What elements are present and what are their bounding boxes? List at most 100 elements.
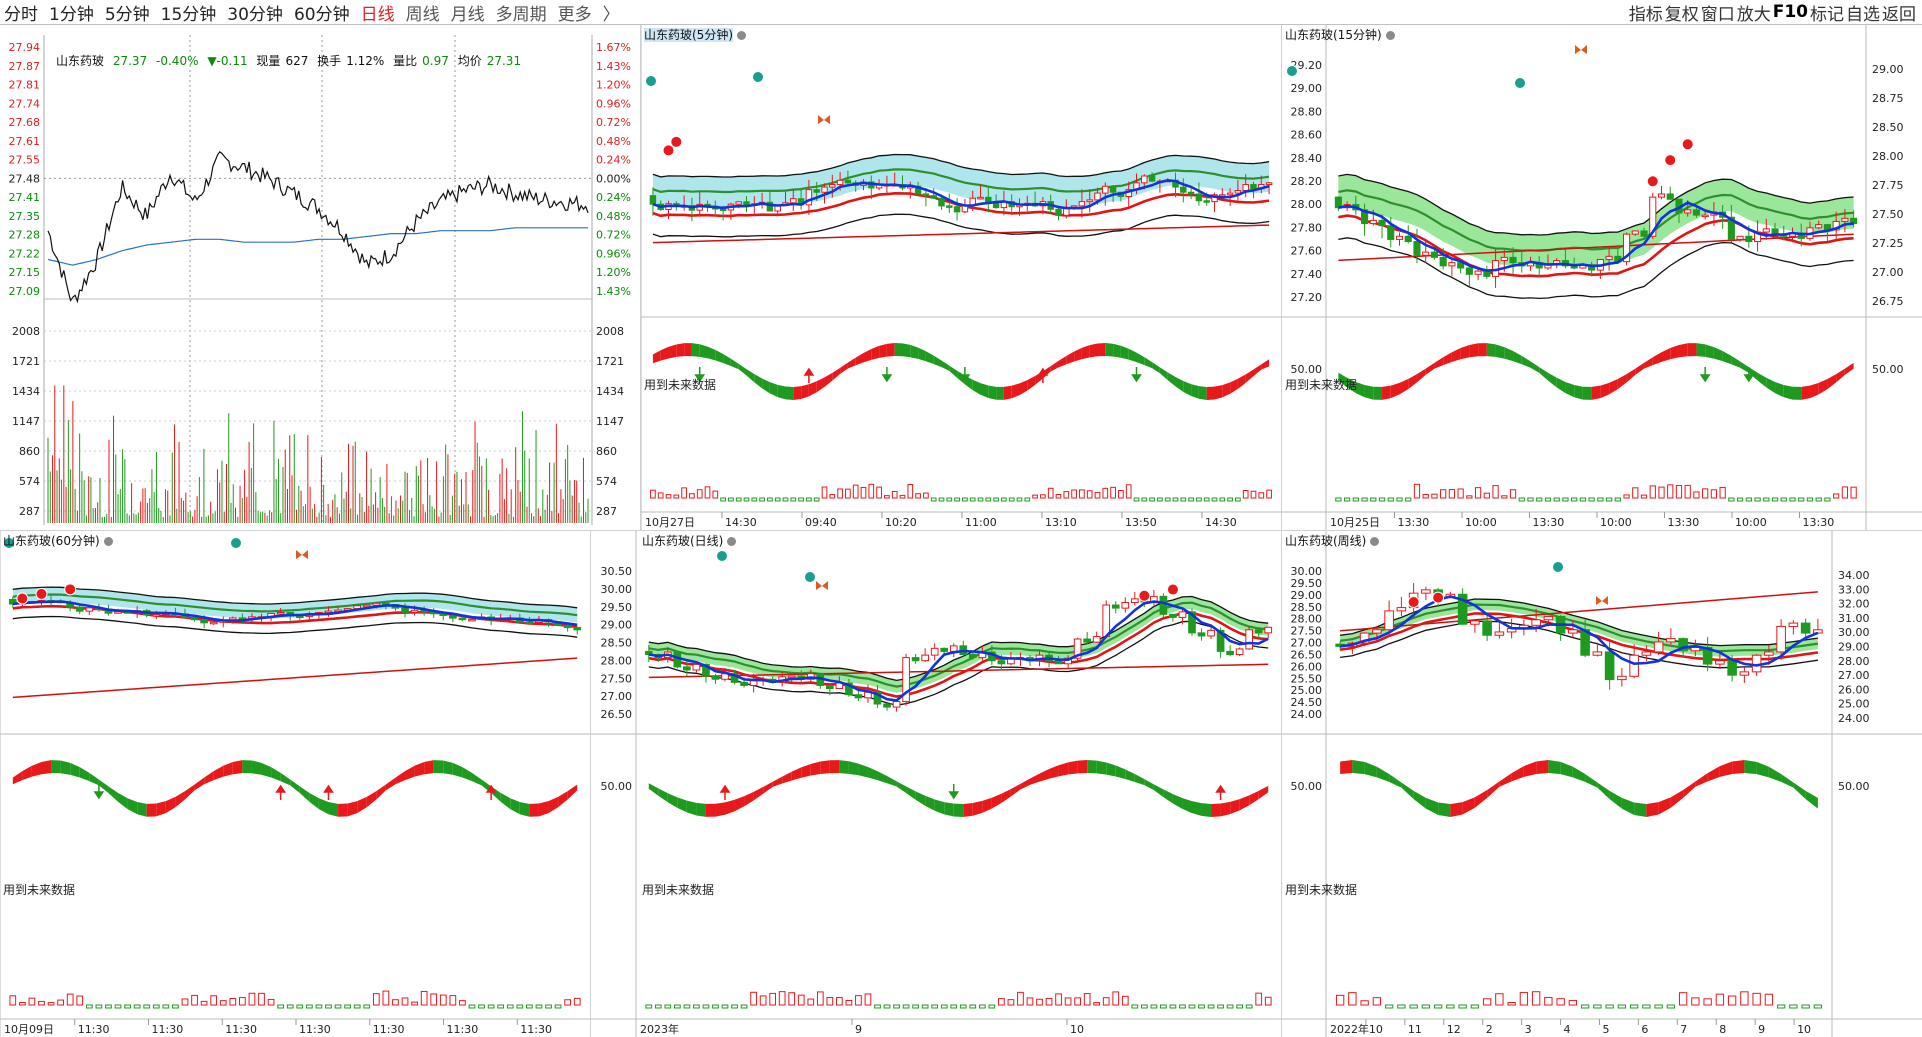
x-tick: 10月09日 <box>4 1023 54 1036</box>
tab-1[interactable]: 1分钟 <box>49 4 94 25</box>
osc-ribbon <box>658 788 668 803</box>
osc-ribbon <box>1450 802 1463 817</box>
osc-ribbon <box>1058 355 1067 368</box>
osc-bar <box>1093 1002 1101 1006</box>
osc-ribbon <box>738 363 747 376</box>
settings-dot-icon[interactable] <box>103 537 113 546</box>
osc-bar <box>673 494 680 499</box>
tool-1[interactable]: 复权 <box>1664 4 1699 25</box>
panel-60min[interactable]: 10月09日 11:30 11:30 11:30 11:30 11:30 11:30 11:3… <box>0 531 591 1037</box>
x-tick: 13:30 <box>1398 516 1430 529</box>
tool-2[interactable]: 窗口 <box>1700 4 1735 25</box>
pct-tick: 1.20% <box>596 79 631 92</box>
candle-body <box>1073 638 1082 659</box>
y-tick-right: 27.00 <box>1838 669 1870 682</box>
band-fill <box>1338 174 1854 267</box>
x-tick: 8 <box>1719 1023 1726 1036</box>
osc-ribbon <box>1443 352 1452 366</box>
tab-8[interactable]: 月线 <box>450 4 485 25</box>
settings-dot-icon[interactable] <box>1385 31 1395 40</box>
last-price: 27.37 <box>112 54 148 68</box>
more-chevron-icon[interactable]: 〉 <box>602 4 620 25</box>
osc-bar <box>172 1004 179 1009</box>
osc-ribbon <box>1548 760 1561 775</box>
candle-body <box>1083 638 1091 643</box>
candle-body <box>1092 636 1101 643</box>
osc-bar <box>239 997 246 1006</box>
settings-dot-icon[interactable] <box>1370 537 1380 546</box>
tab-5[interactable]: 60分钟 <box>293 4 350 25</box>
candle-body <box>930 647 939 656</box>
osc-bar <box>1605 1004 1614 1009</box>
osc-ribbon <box>156 801 166 817</box>
osc-ribbon <box>500 792 511 810</box>
tab-4[interactable]: 30分钟 <box>227 4 283 25</box>
tab-2[interactable]: 5分钟 <box>104 4 150 25</box>
candle-body <box>1653 641 1664 653</box>
osc-bar <box>1102 997 1110 1006</box>
osc-ribbon <box>1469 343 1479 358</box>
y-tick-right: 26.00 <box>1838 683 1870 696</box>
panel-15min[interactable]: 29.20 29.00 28.80 28.60 28.40 28.20 28.00 27.80… <box>1282 25 1922 531</box>
price-change: ▼-0.11 <box>207 54 248 68</box>
panel-5min[interactable]: 10月27日 14:30 09:40 10:20 11:00 13:10 13:50 14:3… <box>641 25 1282 531</box>
tab-9[interactable]: 多周期 <box>495 4 547 25</box>
vol-tick: 860 <box>596 445 617 458</box>
tool-0[interactable]: 指标 <box>1628 4 1663 25</box>
osc-tick: 50.00 <box>1291 363 1323 376</box>
tool-4[interactable]: F10 <box>1772 2 1808 22</box>
osc-bar <box>1752 992 1761 1006</box>
tab-7[interactable]: 周线 <box>405 4 440 25</box>
pct-tick: 1.20% <box>596 266 631 279</box>
candle-body <box>1470 620 1480 625</box>
tab-0[interactable]: 分时 <box>4 4 38 25</box>
panel-weekly[interactable]: 30.00 29.50 29.00 28.50 28.00 27.50 27.00 26.50… <box>1282 531 1922 1037</box>
future-data-label: 用到未来数据 <box>644 378 717 392</box>
osc-ribbon <box>1748 367 1758 381</box>
y-tick-right: 31.00 <box>1838 612 1870 625</box>
settings-dot-icon[interactable] <box>737 31 746 40</box>
osc-bar <box>665 494 672 499</box>
osc-bar <box>681 487 687 499</box>
tab-10[interactable]: 更多 <box>557 4 592 25</box>
panel-daily[interactable]: 30.50 30.00 29.50 29.00 28.50 28.00 27.50 27.00… <box>591 531 1282 1037</box>
osc-bar <box>1083 993 1091 1006</box>
candle-body <box>1102 185 1109 194</box>
osc-bar <box>1544 997 1553 1006</box>
osc-ribbon <box>648 783 659 796</box>
candle-body <box>276 611 285 615</box>
osc-bar <box>344 1004 351 1009</box>
tool-3[interactable]: 放大 <box>1736 4 1771 25</box>
osc-ribbon <box>839 760 849 774</box>
candle-body <box>1109 185 1117 193</box>
tab-3[interactable]: 15分钟 <box>160 4 217 25</box>
osc-bar <box>969 497 976 502</box>
osc-bar <box>1079 489 1085 499</box>
tab-6[interactable]: 日线 <box>360 4 395 25</box>
osc-ribbon <box>1499 773 1512 787</box>
osc-bar <box>1352 497 1359 502</box>
osc-tick: 50.00 <box>1291 780 1323 793</box>
tool-5[interactable]: 标记 <box>1810 4 1844 25</box>
settings-dot-icon[interactable] <box>727 537 737 546</box>
candle-body <box>1054 660 1063 665</box>
price-tick: 27.09 <box>9 285 41 298</box>
osc-ribbon <box>1609 790 1622 809</box>
osc-ribbon <box>175 791 185 808</box>
ma-blue <box>1339 595 1819 667</box>
future-data-label: 用到未来数据 <box>3 883 76 897</box>
osc-ribbon <box>782 771 792 784</box>
price-tick: 27.61 <box>9 135 41 148</box>
osc-bar <box>1110 486 1116 499</box>
osc-ribbon <box>1020 778 1030 790</box>
tool-7[interactable]: 返回 <box>1882 4 1916 25</box>
y-tick: 30.00 <box>601 583 633 596</box>
tool-6[interactable]: 自选 <box>1846 4 1880 25</box>
osc-bar <box>411 1001 418 1006</box>
osc-ribbon <box>949 365 958 378</box>
osc-bar <box>114 1004 122 1009</box>
osc-ribbon <box>1695 773 1708 787</box>
x-tick: 12 <box>1447 1023 1461 1036</box>
osc-ribbon <box>1547 372 1557 388</box>
osc-ribbon <box>1019 380 1028 396</box>
